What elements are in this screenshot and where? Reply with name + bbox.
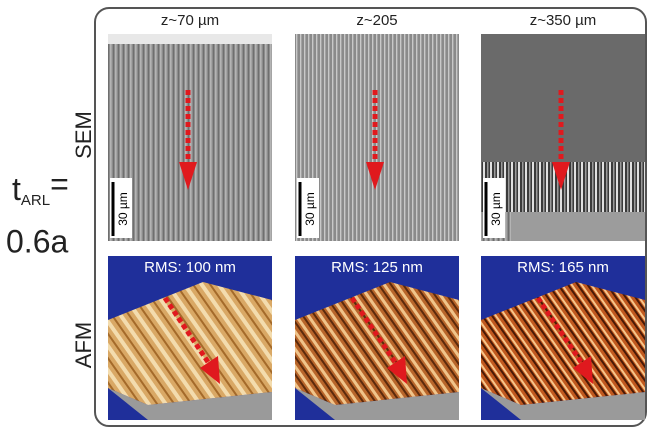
scale-bar-label: 30 µm: [116, 192, 130, 226]
scale-bar-label: 30 µm: [489, 192, 503, 226]
depth-label: z~205: [356, 12, 397, 29]
depth-label: z~70 µm: [161, 12, 219, 29]
rms-label: RMS: 100 nm: [144, 259, 236, 276]
panels: z~70 µm 30 µm RMS: 100 nm z~205 30 µm RMS: 12…: [108, 12, 645, 420]
rms-label: RMS: 125 nm: [331, 259, 423, 276]
depth-label: z~350 µm: [530, 12, 597, 29]
row-label: AFM: [71, 322, 96, 368]
figure: tARL= 0.6a SEM AFM z~70 µm 30 µm RMS: 100 …: [0, 0, 652, 433]
sem-substrate: [511, 212, 645, 241]
thickness-value: 0.6a: [6, 223, 68, 259]
sem-edge: [108, 34, 272, 44]
scale-bar-label: 30 µm: [303, 192, 317, 226]
sem-image: [295, 34, 459, 241]
thickness-label: tARL=: [12, 166, 69, 209]
row-label: SEM: [71, 111, 96, 159]
rms-label: RMS: 165 nm: [517, 259, 609, 276]
sem-image: [108, 34, 272, 241]
